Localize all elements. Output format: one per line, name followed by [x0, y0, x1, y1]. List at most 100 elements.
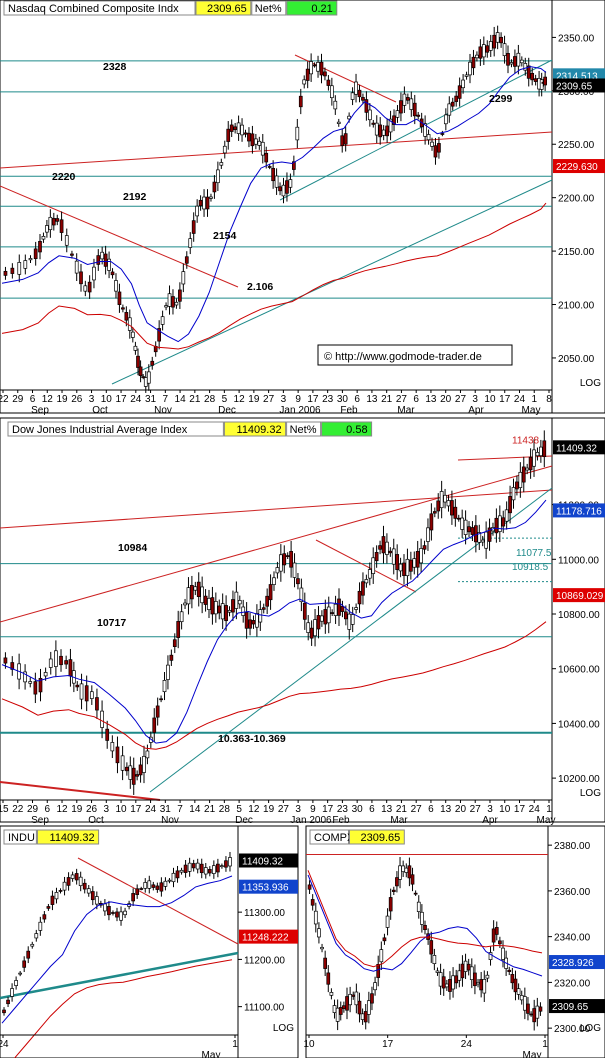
date-tick-label: 14: [175, 394, 187, 405]
candle-body: [74, 260, 79, 274]
candle-body: [385, 915, 390, 928]
price-bars-2: [3, 430, 547, 795]
candle-body: [87, 281, 92, 293]
candle-body: [535, 1005, 540, 1019]
candle-body: [535, 452, 540, 457]
candle-body: [429, 940, 434, 955]
candle-body: [115, 911, 119, 918]
title-box-2: [7, 421, 224, 437]
candle-body: [89, 691, 94, 699]
candle-body: [247, 132, 251, 142]
candle-body: [255, 613, 259, 628]
candle-body: [364, 579, 369, 584]
candle-body: [342, 1005, 346, 1010]
net-label-box-2: [286, 421, 322, 437]
candle-body: [351, 994, 356, 997]
date-tick-label: 26: [71, 394, 83, 405]
candle-body: [476, 982, 480, 985]
candle-body: [222, 145, 227, 154]
candle-body: [350, 614, 355, 625]
candle-body: [385, 125, 389, 137]
candle-body: [135, 888, 140, 895]
candle-body: [461, 79, 465, 89]
candle-body: [366, 1000, 371, 1015]
candle-body: [348, 993, 352, 1006]
date-tick-label: 17: [499, 394, 511, 405]
candle-body: [398, 865, 402, 880]
date-tick-label: 13: [366, 394, 378, 405]
candle-body: [58, 890, 63, 892]
candle-body: [391, 889, 396, 892]
candle-body: [494, 927, 499, 935]
candle-body: [184, 256, 189, 264]
candle-body: [54, 650, 58, 667]
date-tick-label: 19: [263, 804, 275, 815]
candle-body: [28, 681, 33, 684]
candle-body: [333, 100, 338, 110]
candle-body: [306, 622, 311, 633]
date-tick-label: 23: [337, 804, 349, 815]
red-channel-upper: [0, 465, 553, 623]
chart-title-1: Nasdaq Combined Composite Indx: [8, 3, 179, 15]
candle-body: [302, 602, 307, 620]
ma-long-value-tag: [553, 588, 605, 603]
date-tick-label: 12: [248, 804, 260, 815]
candle-body: [94, 896, 99, 905]
candle-body: [261, 607, 266, 610]
date-tick-label: 3: [472, 394, 478, 405]
candle-body: [289, 551, 293, 568]
candle-body: [337, 598, 341, 616]
candle-body: [469, 966, 474, 980]
candle-body: [209, 196, 213, 199]
candle-body: [10, 988, 14, 997]
candle-body: [354, 991, 359, 1006]
candle-body: [510, 974, 515, 984]
candle-body: [14, 980, 18, 986]
candle-body: [330, 612, 335, 614]
candle-body: [3, 657, 8, 664]
price-tick-label: 2100.00: [558, 301, 595, 312]
candle-body: [312, 64, 317, 67]
last-price-value-tag: [553, 440, 605, 455]
price-tick-label: 2200.00: [558, 194, 595, 205]
candle-body: [146, 371, 151, 384]
candle-body: [471, 56, 476, 69]
month-label: Mar: [397, 405, 415, 416]
ma-short-value: 11353.936: [242, 883, 289, 894]
candle-body: [84, 685, 89, 702]
candle-body: [241, 606, 246, 616]
month-label: Jan 2006: [279, 405, 321, 416]
net-label-box-1: [251, 0, 287, 16]
candle-body: [233, 126, 237, 130]
price-tick-label: 10400.00: [558, 719, 600, 730]
candle-body: [475, 54, 479, 59]
candle-body: [405, 558, 410, 577]
candle-body: [453, 506, 458, 519]
candle-body: [288, 179, 293, 188]
candle-body: [516, 52, 521, 67]
candle-body: [464, 74, 469, 77]
candle-body: [529, 1013, 533, 1016]
candle-body: [174, 301, 179, 306]
date-tick-label: 21: [189, 394, 201, 405]
candle-body: [364, 99, 369, 113]
candle-body: [388, 550, 393, 554]
candle-body: [272, 577, 276, 585]
date-tick-label: 24: [145, 804, 157, 815]
date-tick-label: 20: [440, 394, 452, 405]
candle-body: [432, 955, 437, 965]
date-tick-label: 31: [145, 394, 157, 405]
candle-body: [123, 910, 127, 916]
candle-body: [70, 874, 75, 879]
month-label: Apr: [482, 815, 498, 826]
candle-body: [86, 888, 91, 894]
date-tick-label: 5: [222, 394, 228, 405]
candle-body: [441, 976, 446, 989]
candle-body: [444, 983, 449, 988]
date-tick-label: 28: [219, 804, 231, 815]
date-tick-label: 7: [163, 394, 169, 405]
red-moving-average: [13, 959, 233, 1058]
candle-body: [402, 93, 407, 106]
candle-body: [187, 862, 192, 872]
date-tick-label: 29: [12, 394, 24, 405]
